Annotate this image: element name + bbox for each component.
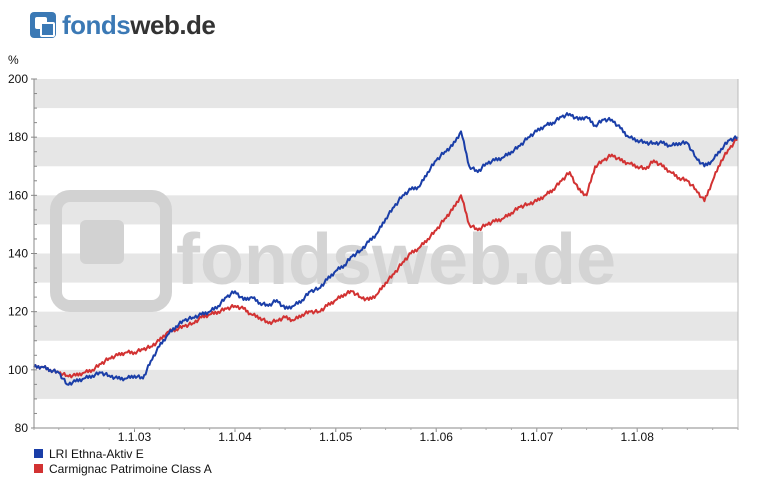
- grid-band: [34, 311, 738, 341]
- y-axis-unit: %: [8, 53, 19, 67]
- logo-text: fondsweb.de: [62, 9, 216, 41]
- logo-mark-icon: [30, 12, 56, 38]
- y-tick-label: 80: [15, 421, 29, 435]
- legend-label: Carmignac Patrimoine Class A: [49, 461, 212, 476]
- y-tick-label: 120: [8, 305, 28, 319]
- y-tick-label: 140: [8, 247, 28, 261]
- x-tick-label: 1.1.03: [118, 430, 152, 444]
- watermark: fondsweb.de: [50, 190, 616, 312]
- x-tick-label: 1.1.06: [420, 430, 454, 444]
- series-line: [33, 112, 739, 386]
- legend-item: LRI Ethna-Aktiv E: [34, 446, 212, 461]
- y-tick-label: 100: [8, 363, 28, 377]
- x-tick-label: 1.1.07: [520, 430, 554, 444]
- grid-bands: [34, 79, 738, 428]
- logo-text-part2: web.de: [130, 9, 216, 40]
- grid-band: [34, 369, 738, 399]
- legend-item: Carmignac Patrimoine Class A: [34, 461, 212, 476]
- legend-label: LRI Ethna-Aktiv E: [49, 446, 144, 461]
- x-tick-label: 1.1.05: [319, 430, 353, 444]
- legend-swatch: [34, 464, 43, 473]
- fondsweb-logo[interactable]: fondsweb.de: [30, 8, 216, 42]
- grid-band: [34, 253, 738, 283]
- x-tick-label: 1.1.04: [218, 430, 252, 444]
- logo-text-part1: fonds: [62, 9, 131, 40]
- y-tick-label: 180: [8, 130, 28, 144]
- y-tick-label: 200: [8, 72, 28, 86]
- x-tick-label: 1.1.08: [621, 430, 655, 444]
- axes: % 80 100 120 140 160 180 200 1.1.03 1.1.04 1.1.05 1…: [8, 53, 739, 444]
- legend-swatch: [34, 449, 43, 458]
- series-line: [33, 136, 739, 379]
- grid-band: [34, 137, 738, 167]
- series-lines: [33, 112, 739, 386]
- grid-band: [34, 79, 738, 109]
- y-tick-label: 160: [8, 188, 28, 202]
- watermark-text: fondsweb.de: [176, 220, 616, 300]
- chart-legend: LRI Ethna-Aktiv E Carmignac Patrimoine C…: [34, 446, 212, 476]
